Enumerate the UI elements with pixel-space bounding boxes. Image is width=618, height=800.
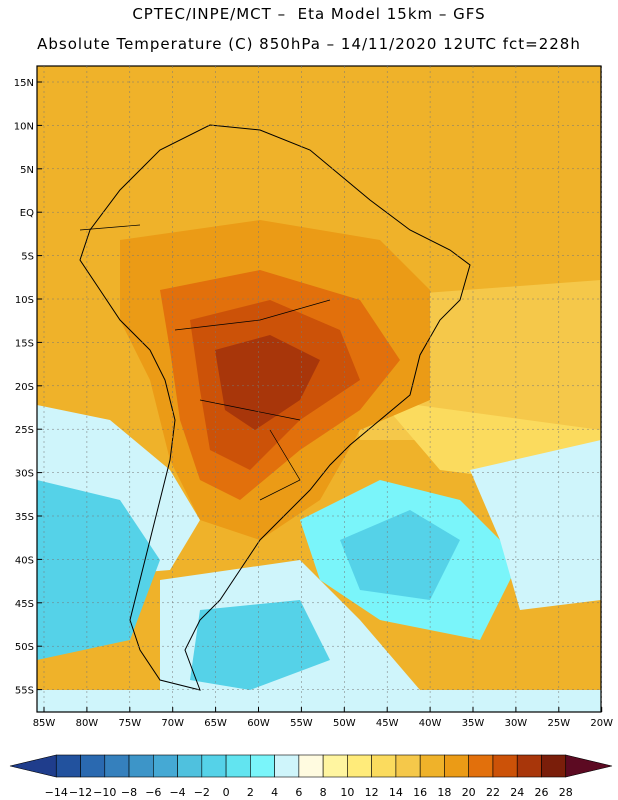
color-scale-labels: −14 −12 −10 −8 −6 −4 −2 0 2 4 6 8 10 12 14 16 18 20 22 24 26… [45,786,573,799]
color-scale-swatch [444,754,469,778]
color-scale-label: 2 [247,786,254,799]
color-scale-label: 26 [534,786,548,799]
color-scale-label: 22 [486,786,500,799]
color-scale-swatch [201,754,227,778]
color-scale-swatch [274,754,300,778]
color-scale-swatch [347,754,372,778]
longitude-label: 45W [376,718,399,729]
latitude-label: 5N [20,165,34,176]
color-scale-label: 8 [320,786,327,799]
color-scale-swatch [298,754,324,778]
color-scale-swatch [104,754,130,778]
color-scale-label: 16 [413,786,427,799]
color-scale-swatch [516,754,542,778]
color-scale-swatch [153,754,178,778]
latitude-label: 20S [15,382,34,393]
longitude-label: 20W [590,718,613,729]
longitude-label: 75W [118,718,141,729]
longitude-label: 25W [547,718,570,729]
color-scale-label: −6 [145,786,161,799]
latitude-labels: 15N 10N 5N EQ 5S 10S 15S 20S 25S 30S 35S 40S 45S 50S 5… [14,78,34,697]
latitude-label: 40S [15,555,34,566]
color-scale-label: −2 [194,786,210,799]
color-scale-swatch [128,754,154,778]
longitude-label: 65W [204,718,227,729]
latitude-label: 45S [15,599,34,610]
south-atlantic-cold-core [190,600,330,690]
color-scale-arrow-low [9,754,57,778]
color-scale-label: 4 [271,786,278,799]
longitude-label: 50W [333,718,356,729]
color-scale-label: 14 [389,786,403,799]
color-scale-swatch [225,754,251,778]
color-scale-swatch [80,754,106,778]
color-scale-label: −10 [93,786,116,799]
country-borders [79,224,331,501]
continent-hottest-core [215,335,320,430]
color-scale-swatch [395,754,421,778]
color-scale-label: 12 [365,786,379,799]
latitude-label: 55S [15,686,34,697]
longitude-label: 85W [33,718,56,729]
color-scale-swatch [468,754,494,778]
color-scale-swatch [322,754,348,778]
color-scale-label: 6 [295,786,302,799]
latitude-label: EQ [20,208,34,219]
color-scale-arrow-high [565,754,613,778]
southern-cool-strip [37,690,601,712]
color-scale-swatch [492,754,518,778]
color-scale-swatch [419,754,445,778]
latitude-label: 15S [15,338,34,349]
color-scale-label: 20 [462,786,476,799]
latitude-label: 15N [14,78,34,89]
latitude-label: 30S [15,469,34,480]
longitude-label: 35W [462,718,485,729]
color-scale-label: 0 [223,786,230,799]
color-scale-swatch [371,754,397,778]
longitude-label: 40W [419,718,442,729]
latitude-label: 35S [15,512,34,523]
color-scale-swatch [177,754,203,778]
color-scale-label: 28 [559,786,573,799]
color-scale-label: 18 [437,786,451,799]
color-scale-label: −8 [121,786,137,799]
color-scale-label: −4 [169,786,185,799]
color-scale-swatch [541,754,567,778]
color-scale-label: −12 [69,786,92,799]
graticule [37,66,603,712]
color-scale-label: −14 [45,786,68,799]
longitude-label: 60W [247,718,270,729]
longitude-label: 30W [505,718,528,729]
latitude-label: 25S [15,425,34,436]
coastline [79,124,471,691]
longitude-label: 80W [76,718,99,729]
map-frame [36,65,602,713]
color-scale-label: 24 [510,786,524,799]
color-scale-label: 10 [340,786,354,799]
color-scale-swatch [55,754,81,778]
longitude-label: 70W [161,718,184,729]
longitude-label: 55W [290,718,313,729]
pacific-cold-region [37,480,160,660]
latitude-label: 10N [14,121,34,132]
map-title-line-2: Absolute Temperature (C) 850hPa – 14/11/… [37,35,581,53]
temperature-field [37,66,601,712]
longitude-labels: 85W 80W 75W 70W 65W 60W 55W 50W 45W 40W 35W 30W 25W 2… [33,718,613,729]
color-scale-bar [9,754,613,778]
color-scale-swatch [250,754,275,778]
latitude-label: 10S [15,295,34,306]
east-atlantic-cool-region [470,440,601,610]
latitude-label: 50S [15,642,34,653]
map-title-line-1: CPTEC/INPE/MCT – Eta Model 15km – GFS [132,5,486,23]
latitude-label: 5S [21,252,34,263]
